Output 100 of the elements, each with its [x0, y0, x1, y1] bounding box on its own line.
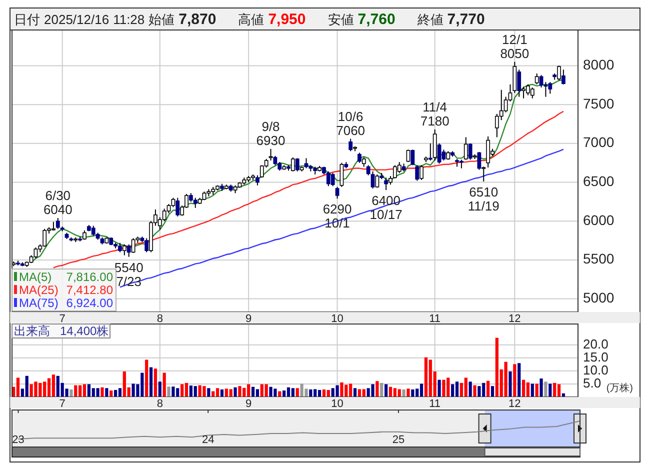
x-tick-label: 9 — [246, 313, 252, 325]
bar — [25, 376, 28, 397]
candlestick — [468, 142, 472, 160]
bar — [194, 386, 197, 397]
bar — [167, 386, 170, 397]
bar — [340, 382, 344, 397]
x-tick-label: 11 — [429, 313, 441, 325]
bar — [420, 384, 424, 397]
y-tick-label: 20.0 — [583, 336, 608, 352]
bar — [238, 386, 242, 397]
bar — [451, 384, 454, 397]
bar — [256, 389, 260, 397]
candlestick — [384, 177, 388, 191]
bar — [118, 388, 122, 397]
bar — [184, 382, 188, 397]
candlestick — [362, 156, 366, 168]
bar — [251, 386, 255, 397]
bar — [526, 382, 530, 397]
bar — [540, 378, 543, 397]
bar — [455, 382, 459, 397]
bar — [490, 386, 494, 397]
y-tick-label: 15.0 — [583, 349, 608, 364]
bar — [358, 389, 362, 397]
candlestick — [268, 148, 273, 162]
bar — [202, 386, 206, 397]
x-tick-label: 10 — [331, 313, 344, 325]
candlestick — [464, 136, 468, 160]
candlestick — [561, 69, 566, 85]
bar — [522, 380, 526, 397]
bar — [318, 390, 322, 397]
y-tick-label: 6500 — [583, 172, 614, 189]
bar — [548, 384, 552, 397]
bar — [504, 362, 508, 397]
annotation: 6/30 6040 — [43, 188, 72, 217]
candlestick — [557, 65, 561, 81]
bar — [530, 384, 534, 397]
bar — [47, 378, 51, 397]
bar — [473, 385, 476, 397]
bar — [388, 386, 392, 397]
candlestick — [534, 73, 539, 85]
y-tick-label: 8000 — [583, 56, 614, 72]
bar — [371, 384, 374, 397]
candlestick — [126, 244, 131, 258]
bar — [105, 388, 108, 397]
bar — [478, 386, 481, 397]
candlestick — [348, 138, 353, 152]
x-tick-label: 8 — [156, 398, 163, 410]
candlestick — [162, 208, 166, 222]
candlestick — [375, 174, 380, 188]
bar — [229, 389, 232, 397]
bar — [362, 389, 366, 397]
annotation: 6400 10/17 — [370, 193, 402, 222]
x-tick-label: 12 — [508, 313, 521, 325]
bar — [145, 360, 148, 397]
bar — [16, 378, 20, 397]
annotation: 6510 11/19 — [468, 184, 500, 214]
y-tick-label: 5.0 — [583, 375, 602, 390]
bar — [154, 368, 158, 397]
candlestick — [340, 162, 344, 188]
bar — [234, 387, 237, 397]
candlestick — [304, 158, 308, 169]
y-tick-label: 10.0 — [583, 362, 608, 378]
candlestick — [122, 244, 126, 256]
bar — [158, 382, 162, 397]
annotation: 10/6 7060 — [336, 108, 366, 138]
annotation: 11/4 7180 — [420, 99, 450, 128]
bar — [353, 388, 357, 397]
bar — [286, 387, 290, 397]
candlestick — [330, 172, 335, 187]
y-tick-label: 7500 — [583, 95, 614, 112]
candlestick — [477, 151, 482, 170]
bar — [442, 380, 446, 397]
candlestick — [34, 247, 38, 259]
candlestick — [410, 149, 415, 166]
bar — [216, 388, 220, 397]
legend-label: MA(25) 7,412.80 — [19, 283, 114, 297]
candlestick — [420, 164, 424, 180]
y-axis-title: (万株) — [606, 382, 633, 394]
x-tick-label: 23 — [12, 434, 24, 446]
bar — [74, 385, 78, 397]
bar — [398, 389, 401, 397]
x-tick-label: 24 — [202, 434, 214, 446]
bar — [544, 382, 548, 397]
y-tick-label: 5500 — [583, 250, 614, 267]
text: MA(5) 7,816.00 — [19, 270, 113, 284]
x-tick-label: 7 — [59, 313, 66, 325]
y-tick-label: 5000 — [583, 289, 614, 306]
bar — [384, 384, 388, 397]
candlestick — [56, 218, 60, 230]
candlestick — [366, 164, 370, 176]
candlestick — [415, 164, 420, 182]
bar — [406, 388, 410, 397]
x-tick-label: 11 — [429, 398, 441, 410]
candlestick — [432, 128, 437, 162]
candlestick — [530, 86, 534, 99]
bar — [326, 390, 330, 397]
bar — [424, 357, 428, 397]
bar — [557, 384, 561, 397]
bar — [518, 363, 521, 397]
bar — [380, 382, 384, 397]
